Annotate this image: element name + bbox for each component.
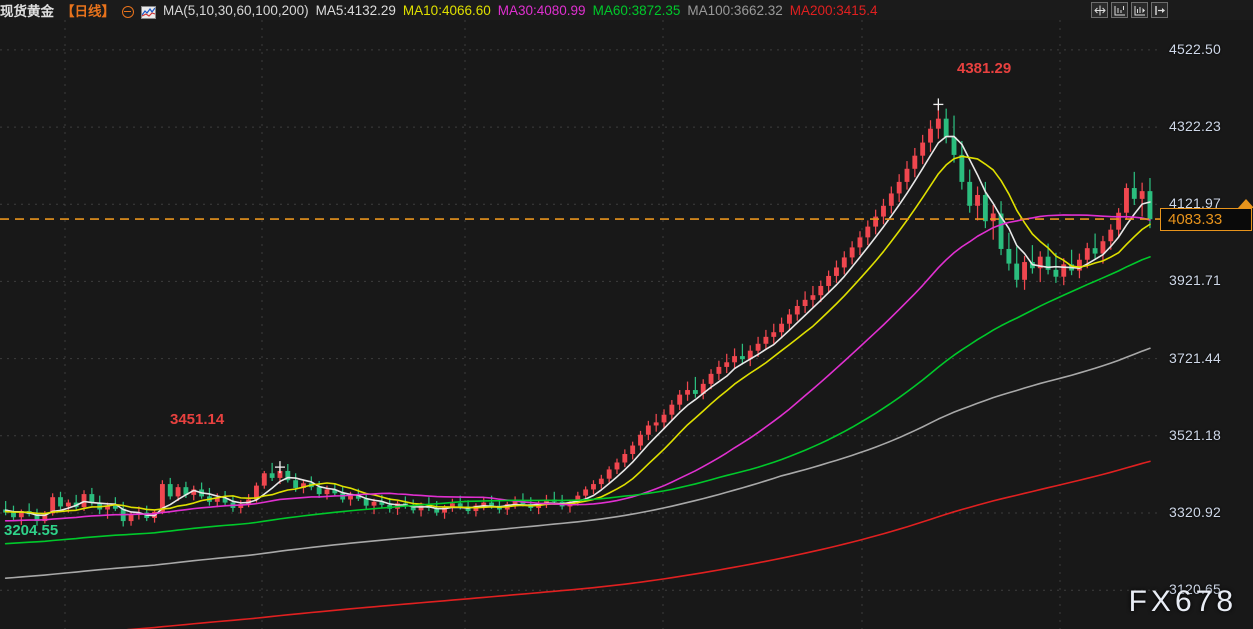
crosshair-tool-button[interactable] xyxy=(1091,2,1108,18)
price-axis-label: 3521.18 xyxy=(1169,426,1222,443)
price-axis[interactable]: 4522.50 4322.23 4121.97 3921.71 3721.44 3521.… xyxy=(1160,20,1253,629)
prior-high-label: 3451.14 xyxy=(170,411,225,428)
price-axis-label: 4522.50 xyxy=(1169,40,1222,57)
price-axis-label: 3921.71 xyxy=(1169,272,1222,289)
scroll-right-button[interactable] xyxy=(1151,2,1168,18)
price-axis-label: 3721.44 xyxy=(1169,349,1222,366)
candlestick-series xyxy=(3,104,1153,527)
zoom-in-tool-button[interactable] xyxy=(1131,2,1148,18)
vertical-gridlines xyxy=(64,20,1061,629)
ma5-value: MA5:4132.29 xyxy=(315,2,396,18)
ma30-value: MA30:4080.99 xyxy=(497,2,586,18)
extreme-markers xyxy=(274,98,944,474)
price-axis-label: 3120.65 xyxy=(1169,581,1222,598)
price-axis-label: 3320.92 xyxy=(1169,504,1222,520)
ma60-value: MA60:3872.35 xyxy=(592,2,681,18)
chart-toolbar xyxy=(1091,2,1168,18)
ma-definition-label: MA(5,10,30,60,100,200) xyxy=(163,2,309,18)
chart-plot-area[interactable]: 4381.29 3451.14 3204.55 xyxy=(0,20,1160,629)
watermark: FX678 xyxy=(1128,585,1237,618)
swing-low-label: 3204.55 xyxy=(4,522,59,539)
swing-high-label: 4381.29 xyxy=(957,60,1012,77)
moving-average-lines xyxy=(4,135,1151,629)
period-label: 【日线】 xyxy=(61,4,115,20)
price-axis-label: 4121.97 xyxy=(1169,195,1222,212)
zoom-out-tool-button[interactable] xyxy=(1111,2,1128,18)
crosshair-circle-icon[interactable] xyxy=(122,6,134,18)
chart-header: 现货黄金 【日线】 MA(5,10,30,60,100,200) MA5:413… xyxy=(0,0,1253,20)
horizontal-gridlines xyxy=(0,49,1160,591)
ma200-value: MA200:3415.4 xyxy=(789,2,878,18)
last-price-badge[interactable]: 4083.33 xyxy=(1160,208,1252,232)
ma100-value: MA100:3662.32 xyxy=(687,2,783,18)
plot-background xyxy=(0,20,1160,629)
ma10-value: MA10:4066.60 xyxy=(402,2,491,18)
chart-canvas xyxy=(0,20,1160,629)
last-price-arrow-icon xyxy=(1238,199,1253,209)
mini-chart-icon[interactable] xyxy=(141,5,156,19)
price-axis-label: 4322.23 xyxy=(1169,118,1222,135)
symbol-label: 现货黄金 xyxy=(0,4,54,20)
